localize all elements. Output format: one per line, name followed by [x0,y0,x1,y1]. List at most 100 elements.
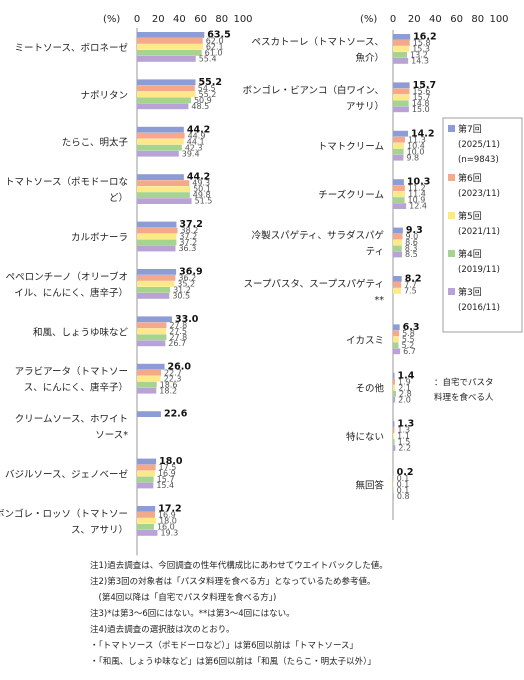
bar [137,32,205,38]
tick-label: 20 [152,14,165,25]
data-label: 61.0 [205,49,223,58]
bar [393,251,403,258]
bar [393,197,405,203]
data-label: 30.5 [172,292,190,301]
bar [393,481,394,488]
bar [137,233,177,240]
data-label: 50.9 [194,96,212,105]
tick-label: 0 [134,14,140,25]
tick-label: 60 [450,14,463,25]
data-label: 1.4 [397,370,414,381]
bar [137,132,185,139]
data-label: 11.4 [408,190,426,199]
data-label: 18.6 [160,380,178,389]
category-label: 特にない [346,431,384,443]
bar [137,150,179,157]
data-label: 27.8 [169,321,187,330]
data-label: 13.2 [410,51,428,60]
data-label: 19.3 [160,529,178,538]
footnote: ・「和風、しょうゆ味など」は第6回以前は「和風（たらこ・明太子以外）」 [90,657,376,667]
bar [393,191,406,197]
data-label: 8.3 [405,244,418,253]
footnotes: 注1)過去調査は、今回調査の性年代構成比にあわせてウエイトバックした値。 注2)… [90,558,520,670]
data-label: 10.4 [407,141,425,150]
data-label: 15.7 [413,80,436,91]
category-label: クリームソース、ホワイト [15,414,128,425]
tick-label: 100 [233,14,252,25]
category-label: トマトクリーム [318,142,384,153]
category-label: ペペロンチーノ（オリーブオ [6,271,128,283]
data-label: 7.5 [404,287,417,296]
legend-note-line: 料理を食べる人 [434,393,494,403]
legend-entry-sub: (2019/11) [458,265,500,275]
bar [137,482,154,489]
bar [137,518,157,524]
bar [393,433,395,439]
category-label: ス、にんにく、唐辛子） [24,382,128,394]
bar [137,180,190,186]
data-label: 0.1 [397,480,410,489]
bar [137,458,157,465]
bar [137,56,196,62]
data-label: 8.5 [405,250,418,259]
legend-entry-sub: (2023/11) [458,189,500,199]
bar [393,427,395,433]
bar [137,334,167,341]
category-label: トマトソース（ポモドーロな [5,176,128,188]
bar [137,97,191,104]
data-label: 15.4 [156,481,174,490]
bar [393,142,405,149]
data-label: 8.6 [405,238,418,247]
data-label: 18.2 [159,386,177,395]
tick-label: 80 [215,14,228,25]
bar [137,239,177,246]
data-label: 36.9 [179,267,202,278]
legend-swatch [448,288,455,295]
category-label: ペスカトーレ（トマトソース、 [251,36,384,48]
category-label: ス、アサリ） [71,524,128,536]
data-label: 37.2 [179,219,202,230]
bar [393,88,410,95]
data-label: 2.2 [398,444,411,453]
bar [137,221,177,228]
category-label: ボンゴレ・ロッソ（トマトソー [0,508,128,520]
category-label: ナポリタン [80,90,128,101]
data-label: 49.3 [192,179,210,188]
data-label: 35.2 [177,280,195,289]
data-label: 62.0 [206,37,224,46]
data-label: 5.8 [402,329,415,338]
bar [137,186,191,192]
bar [393,227,403,234]
bar [137,470,155,477]
data-label: 11.2 [408,184,426,193]
data-label: 0.8 [397,492,410,501]
data-label: 2.0 [398,395,411,404]
bar [393,390,396,397]
bar [137,275,176,281]
bar [393,378,396,385]
data-label: 17.2 [158,504,181,515]
tick-label: 40 [429,14,442,25]
data-label: 44.9 [188,131,206,140]
bar [137,524,154,530]
bar [393,203,407,209]
data-label: 36.3 [178,244,196,253]
bar [393,58,409,64]
data-label: 62.1 [206,43,224,52]
data-label: 9.3 [406,225,423,236]
bar [137,38,203,44]
tick-label: 20 [408,14,421,25]
bar [393,245,402,252]
data-label: 49.8 [193,191,211,200]
data-label: 1.3 [397,426,410,435]
bar [393,439,395,445]
bar [137,144,182,151]
data-label: 63.5 [207,30,230,41]
data-label: 37.2 [179,238,197,247]
legend-note: ：自宅でパスタ 料理を食べる人 [434,376,524,406]
data-label: 1.1 [397,432,410,441]
footnote: (第4回以降は「自宅でパスタ料理を食べる方」) [90,593,277,603]
legend-swatch [448,212,455,219]
bar [393,179,404,185]
bar [137,79,196,86]
